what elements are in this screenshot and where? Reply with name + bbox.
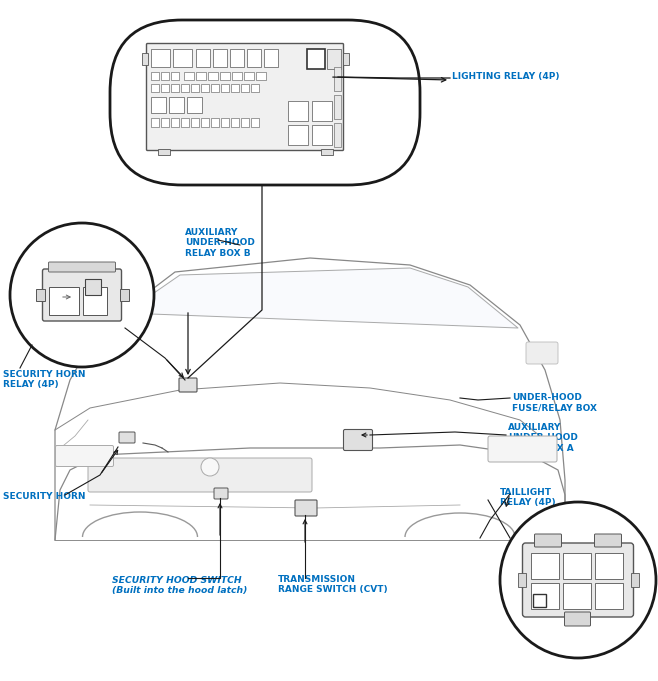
Bar [170, 118, 178, 127]
Bar [530, 553, 559, 579]
Bar [343, 52, 349, 65]
Bar [311, 125, 332, 144]
Bar [161, 72, 168, 80]
Bar [563, 553, 590, 579]
Bar [334, 95, 340, 118]
Bar [241, 84, 249, 91]
Bar [326, 48, 340, 69]
Bar [120, 289, 128, 301]
Bar [161, 84, 168, 91]
Bar [263, 48, 278, 67]
FancyBboxPatch shape [488, 436, 557, 462]
Bar [82, 287, 107, 315]
FancyBboxPatch shape [343, 430, 372, 451]
Bar [191, 118, 199, 127]
Bar [307, 48, 324, 69]
Bar [180, 118, 188, 127]
Bar [288, 101, 307, 121]
Bar [211, 84, 218, 91]
Bar [320, 148, 332, 155]
Bar [241, 118, 249, 127]
Bar [151, 48, 170, 67]
Bar [232, 72, 241, 80]
Bar [230, 118, 238, 127]
FancyBboxPatch shape [88, 458, 312, 492]
Bar [334, 123, 340, 146]
Bar [288, 125, 307, 144]
Bar [195, 48, 209, 67]
Bar [630, 573, 638, 587]
FancyBboxPatch shape [49, 262, 116, 272]
Text: TAILLIGHT
RELAY (4P): TAILLIGHT RELAY (4P) [500, 488, 555, 507]
Bar [170, 72, 178, 80]
Text: TRANSMISSION
RANGE SWITCH (CVT): TRANSMISSION RANGE SWITCH (CVT) [278, 575, 388, 595]
Bar [151, 72, 159, 80]
FancyBboxPatch shape [55, 445, 113, 466]
Bar [255, 72, 265, 80]
Bar [184, 72, 193, 80]
Bar [170, 84, 178, 91]
FancyBboxPatch shape [295, 500, 317, 516]
Bar [195, 72, 205, 80]
Bar [49, 287, 78, 315]
Bar [594, 583, 622, 609]
Polygon shape [125, 268, 518, 328]
Text: UNDER-HOOD
FUSE/RELAY BOX: UNDER-HOOD FUSE/RELAY BOX [512, 393, 597, 413]
FancyBboxPatch shape [214, 488, 228, 499]
Bar [563, 583, 590, 609]
FancyBboxPatch shape [179, 378, 197, 392]
Bar [532, 594, 545, 607]
Bar [530, 583, 559, 609]
Bar [517, 573, 526, 587]
Bar [251, 118, 259, 127]
Bar [334, 67, 340, 91]
Bar [211, 118, 218, 127]
Bar [151, 118, 159, 127]
Bar [201, 118, 209, 127]
Text: SECURITY HOOD SWITCH
(Built into the hood latch): SECURITY HOOD SWITCH (Built into the hoo… [112, 576, 247, 595]
Bar [594, 553, 622, 579]
Bar [157, 148, 170, 155]
Circle shape [500, 502, 656, 658]
Bar [213, 48, 226, 67]
Bar [220, 84, 228, 91]
Bar [207, 72, 218, 80]
Bar [311, 101, 332, 121]
Bar [201, 84, 209, 91]
Bar [220, 118, 228, 127]
Text: LIGHTING RELAY (4P): LIGHTING RELAY (4P) [452, 72, 559, 80]
Bar [180, 84, 188, 91]
FancyBboxPatch shape [110, 20, 420, 185]
FancyBboxPatch shape [43, 269, 122, 321]
Bar [161, 118, 168, 127]
Circle shape [10, 223, 154, 367]
Text: SECURITY HORN
RELAY (4P): SECURITY HORN RELAY (4P) [3, 370, 86, 390]
FancyBboxPatch shape [119, 432, 135, 443]
Text: AUXILIARY
UNDER-HOOD
RELAY BOX B: AUXILIARY UNDER-HOOD RELAY BOX B [185, 228, 255, 258]
Bar [141, 52, 147, 65]
FancyBboxPatch shape [522, 543, 634, 617]
Bar [230, 48, 243, 67]
FancyBboxPatch shape [565, 612, 590, 626]
Text: AUXILIARY
UNDER-HOOD
RELAY BOX A: AUXILIARY UNDER-HOOD RELAY BOX A [508, 423, 578, 453]
Circle shape [201, 458, 219, 476]
FancyBboxPatch shape [526, 342, 558, 364]
Bar [191, 84, 199, 91]
Bar [151, 84, 159, 91]
Bar [36, 289, 45, 301]
Bar [247, 48, 261, 67]
Text: SECURITY HORN: SECURITY HORN [3, 492, 86, 501]
FancyBboxPatch shape [534, 534, 561, 547]
Bar [251, 84, 259, 91]
Bar [230, 84, 238, 91]
FancyBboxPatch shape [147, 44, 343, 151]
Bar [220, 72, 230, 80]
Bar [186, 97, 201, 112]
FancyBboxPatch shape [594, 534, 622, 547]
Bar [172, 48, 191, 67]
Bar [84, 279, 101, 295]
Bar [168, 97, 184, 112]
Bar [151, 97, 166, 112]
Bar [243, 72, 253, 80]
